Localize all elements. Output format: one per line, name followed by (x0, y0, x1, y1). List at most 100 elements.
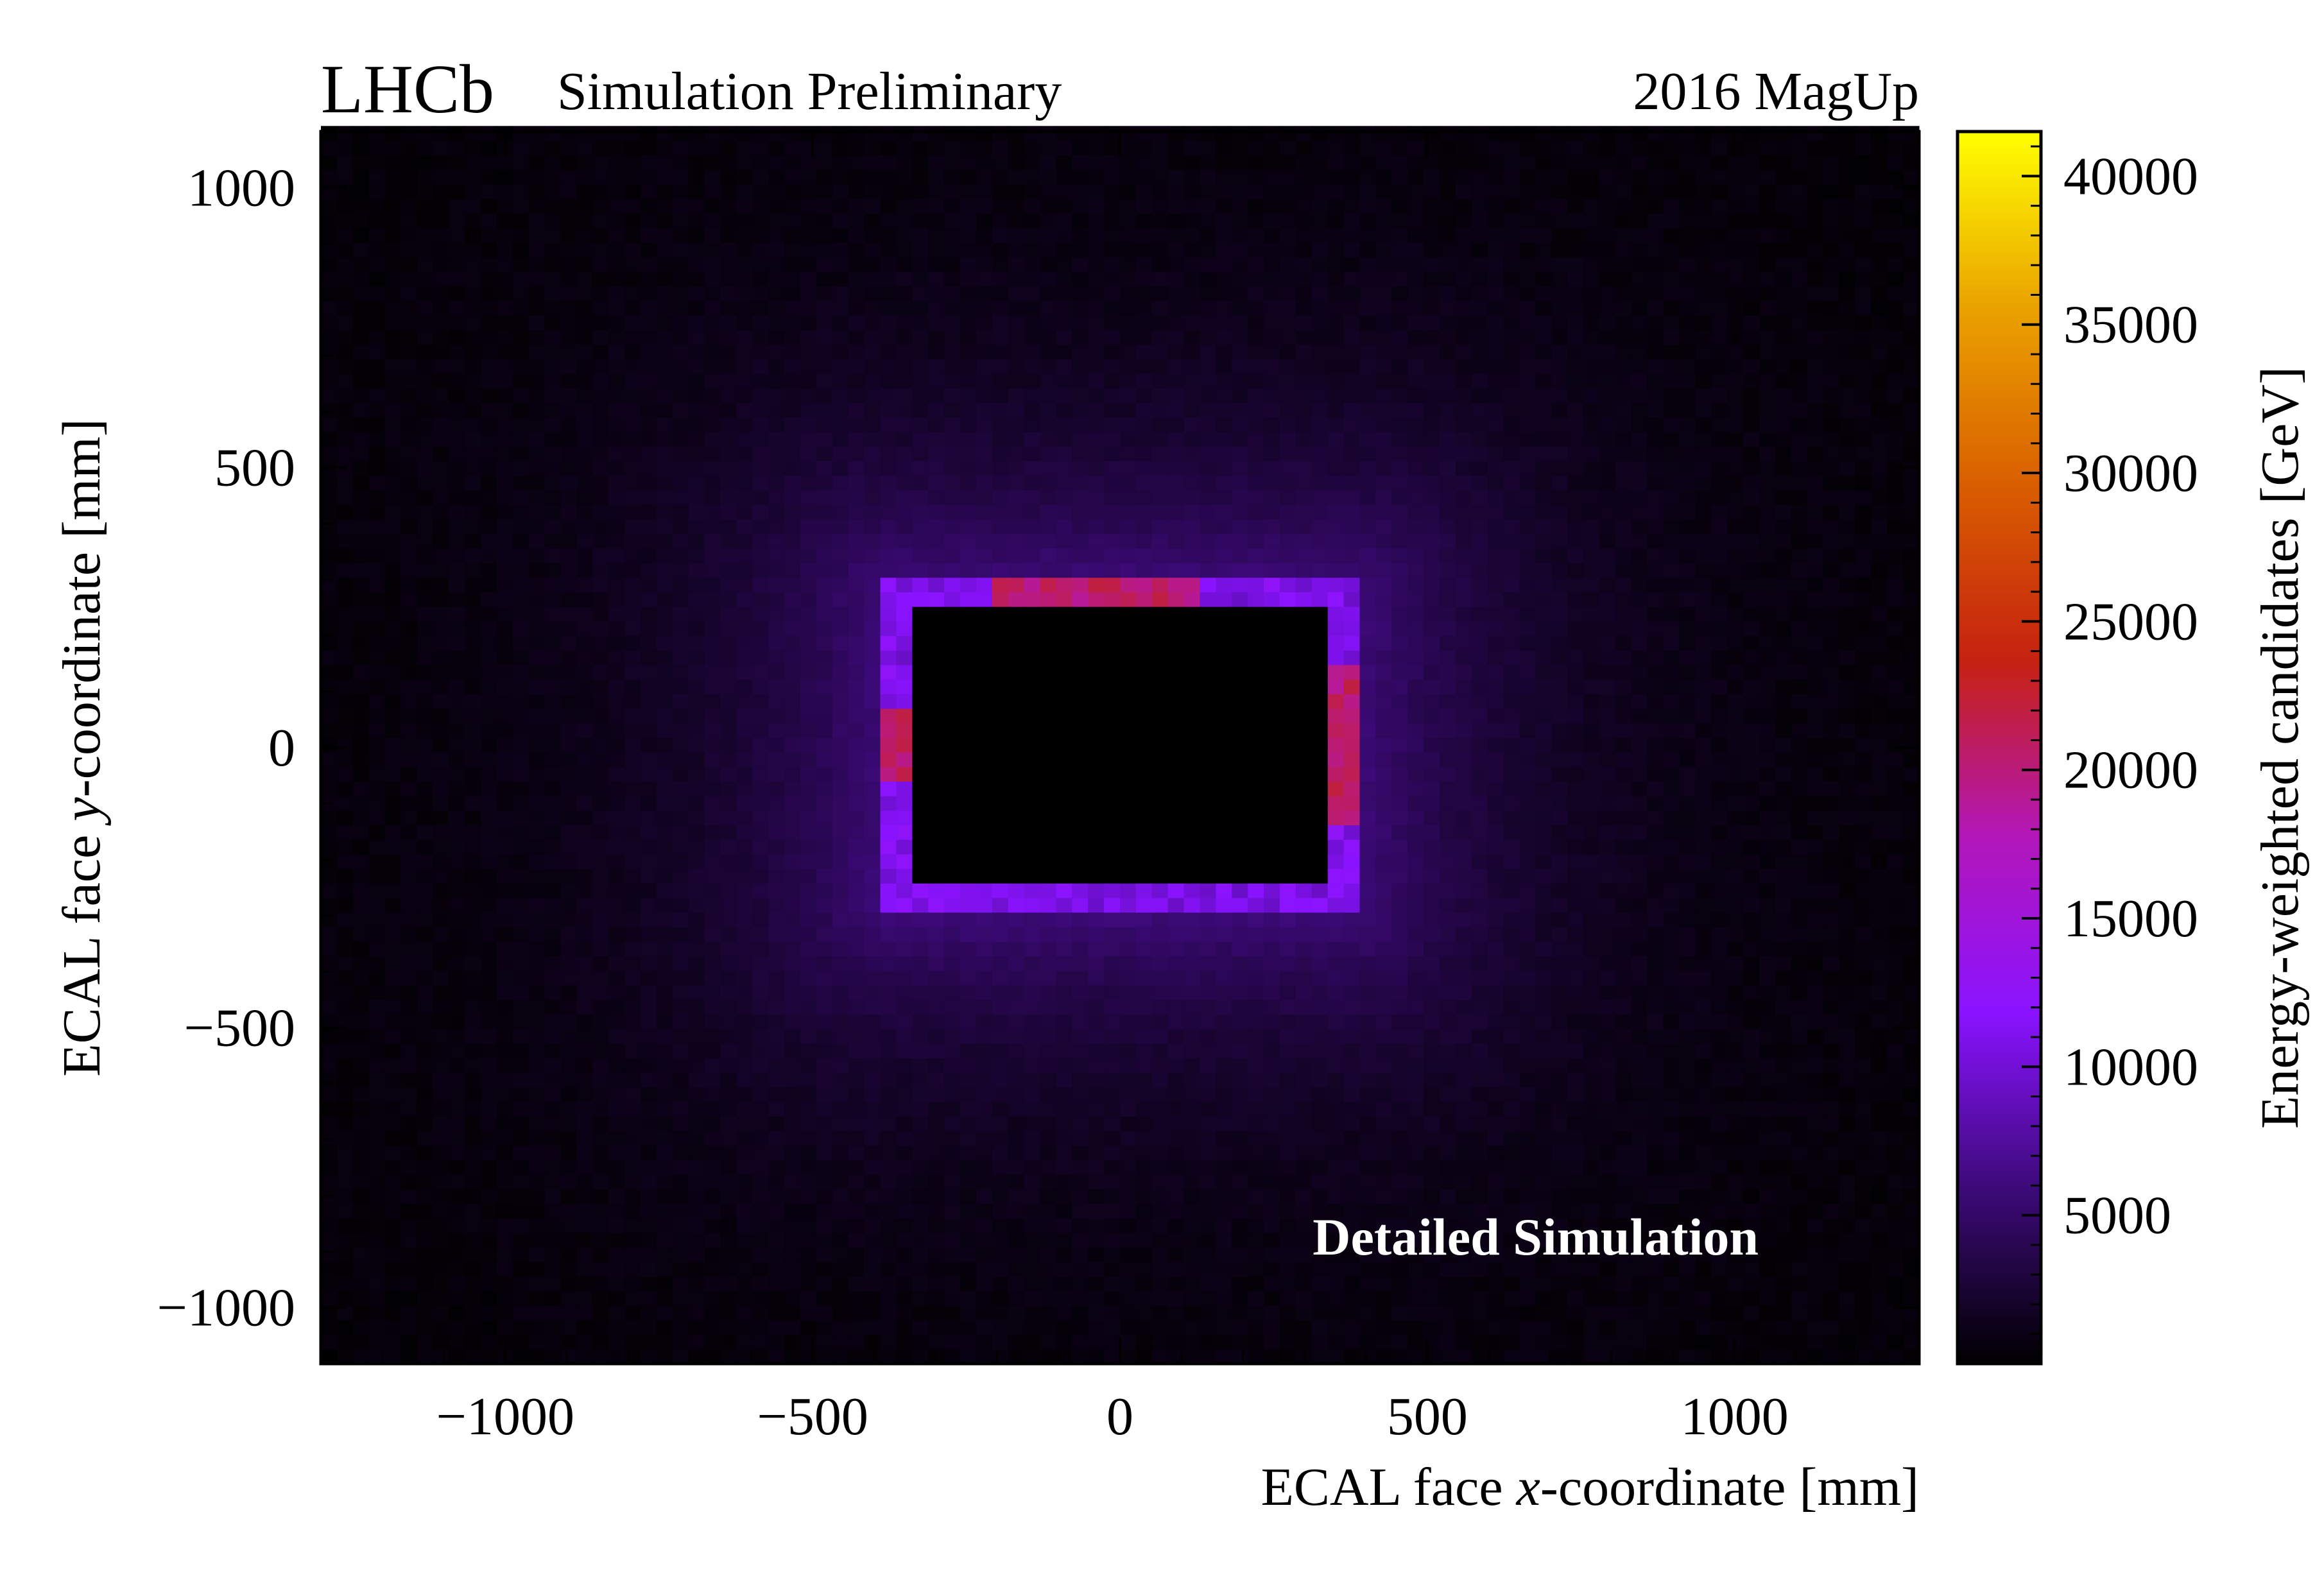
heatmap-cell (1040, 941, 1056, 957)
heatmap-cell (528, 329, 546, 345)
heatmap-cell (368, 315, 386, 330)
heatmap-cell (928, 563, 945, 578)
heatmap-cell (736, 315, 753, 330)
heatmap-cell (336, 1029, 354, 1044)
heatmap-cell (816, 825, 833, 840)
heatmap-cell (336, 344, 354, 359)
heatmap-cell (992, 1188, 1009, 1204)
heatmap-cell (752, 1058, 769, 1073)
heatmap-cell (896, 1043, 913, 1059)
heatmap-cell (400, 941, 417, 957)
heatmap-cell (976, 679, 993, 694)
heatmap-cell (1135, 853, 1153, 870)
heatmap-cell (528, 431, 546, 447)
heatmap-cell (592, 402, 609, 418)
heatmap-cell (1151, 1188, 1169, 1204)
heatmap-cell (1104, 737, 1121, 753)
heatmap-cell (336, 825, 354, 840)
heatmap-cell (465, 1203, 481, 1219)
heatmap-cell (1232, 737, 1248, 753)
heatmap-cell (992, 1291, 1009, 1306)
heatmap-cell (1216, 606, 1232, 622)
heatmap-cell (720, 1043, 737, 1059)
heatmap-cell (816, 970, 833, 986)
heatmap-cell (960, 417, 977, 433)
heatmap-cell (848, 315, 865, 330)
heatmap-cell (672, 359, 689, 374)
heatmap-cell (544, 198, 562, 214)
heatmap-cell (433, 883, 449, 898)
heatmap-cell (592, 242, 609, 258)
heatmap-cell (449, 766, 465, 782)
heatmap-cell (1024, 446, 1041, 461)
heatmap-cell (1232, 446, 1248, 461)
heatmap-cell (576, 1262, 593, 1277)
heatmap-cell (496, 1203, 513, 1219)
heatmap-cell (384, 956, 402, 971)
heatmap-cell (608, 184, 625, 200)
heatmap-cell (544, 723, 562, 738)
heatmap-cell (912, 1072, 929, 1088)
heatmap-cell (449, 941, 465, 957)
heatmap-cell (1200, 796, 1216, 811)
heatmap-cell (672, 1218, 689, 1233)
heatmap-cell (608, 1160, 625, 1175)
heatmap-cell (1040, 635, 1056, 651)
heatmap-cell (912, 126, 929, 141)
heatmap-cell (1104, 897, 1121, 913)
heatmap-cell (1008, 431, 1025, 447)
heatmap-cell (641, 1029, 657, 1044)
heatmap-cell (688, 781, 705, 796)
heatmap-cell (528, 781, 546, 796)
heatmap-cell (704, 315, 721, 330)
heatmap-cell (544, 1319, 562, 1335)
heatmap-cell (1056, 1203, 1072, 1219)
heatmap-cell (1056, 956, 1072, 971)
heatmap-cell (1216, 344, 1232, 359)
heatmap-cell (1184, 985, 1201, 1000)
heatmap-cell (656, 533, 673, 549)
heatmap-cell (1216, 796, 1232, 811)
heatmap-cell (1008, 825, 1025, 840)
heatmap-cell (704, 257, 721, 272)
heatmap-cell (880, 490, 897, 505)
heatmap-cell (1167, 927, 1185, 942)
heatmap-cell (944, 141, 961, 156)
heatmap-cell (784, 825, 801, 840)
heatmap-cell (592, 825, 609, 840)
heatmap-cell (1248, 796, 1264, 811)
heatmap-cell (704, 155, 721, 170)
heatmap-cell (880, 1218, 897, 1233)
heatmap-cell (400, 431, 417, 447)
heatmap-cell (1040, 155, 1056, 170)
heatmap-cell (368, 1291, 386, 1306)
heatmap-cell (848, 1160, 865, 1175)
heatmap-cell (1216, 1349, 1232, 1364)
heatmap-cell (928, 650, 945, 665)
heatmap-cell (800, 329, 817, 345)
heatmap-cell (592, 228, 609, 243)
heatmap-cell (368, 1014, 386, 1029)
heatmap-cell (848, 1276, 865, 1292)
heatmap-cell (976, 941, 993, 957)
heatmap-cell (321, 563, 338, 578)
heatmap-cell (768, 1334, 785, 1350)
heatmap-cell (1088, 1130, 1105, 1146)
heatmap-cell (352, 912, 370, 927)
heatmap-cell (1200, 490, 1216, 505)
heatmap-cell (465, 825, 481, 840)
heatmap-cell (960, 213, 977, 228)
heatmap-cell (1216, 1188, 1232, 1204)
heatmap-cell (560, 1188, 577, 1204)
heatmap-cell (1024, 694, 1041, 709)
heatmap-cell (1120, 300, 1137, 316)
heatmap-cell (496, 373, 513, 389)
heatmap-cell (641, 723, 657, 738)
heatmap-cell (1135, 1188, 1153, 1204)
heatmap-cell (384, 708, 402, 724)
heatmap-cell (512, 1101, 529, 1117)
heatmap-cell (704, 1130, 721, 1146)
heatmap-cell (608, 868, 625, 884)
heatmap-cell (592, 897, 609, 913)
heatmap-cell (624, 1232, 641, 1248)
